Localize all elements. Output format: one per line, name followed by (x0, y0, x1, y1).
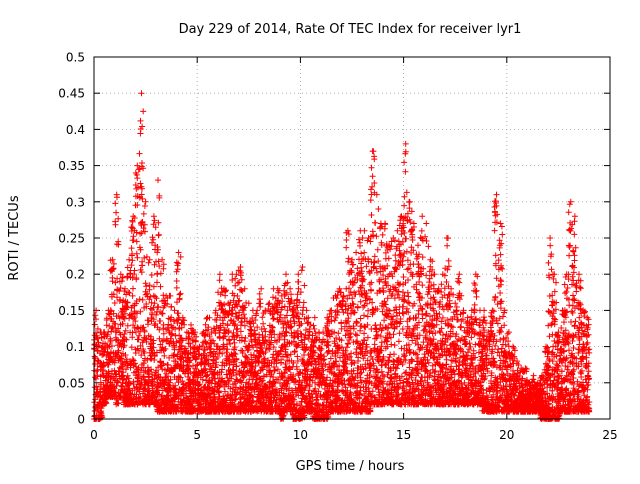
y-tick-label: 0.4 (66, 123, 85, 137)
y-tick-label: 0.15 (58, 304, 85, 318)
y-tick-label: 0 (77, 413, 85, 427)
chart-title: Day 229 of 2014, Rate Of TEC Index for r… (179, 22, 522, 37)
y-tick-label: 0.3 (66, 195, 85, 209)
y-tick-label: 0.25 (58, 232, 85, 246)
x-tick-label: 15 (396, 428, 411, 442)
y-tick-label: 0.2 (66, 268, 85, 282)
grid (94, 57, 610, 419)
roti-data-markers (91, 90, 593, 422)
x-tick-label: 10 (293, 428, 308, 442)
x-tick-label: 0 (90, 428, 98, 442)
y-tick-label: 0.05 (58, 376, 85, 390)
y-tick-label: 0.45 (58, 87, 85, 101)
y-axis-label: ROTI / TECUs (7, 195, 22, 280)
y-tick-label: 0.1 (66, 340, 85, 354)
y-tick-label: 0.5 (66, 51, 85, 65)
x-axis-label: GPS time / hours (296, 459, 405, 474)
plot-border (93, 56, 611, 420)
x-tick-label: 5 (193, 428, 201, 442)
axis-ticks: 0 0.05 0.1 0.15 0.2 0.25 0.3 0.35 0.4 0.45 0.5 0 5 10… (58, 51, 617, 443)
y-tick-label: 0.35 (58, 159, 85, 173)
x-tick-label: 20 (499, 428, 514, 442)
x-tick-label: 25 (602, 428, 617, 442)
data-points (91, 90, 593, 422)
